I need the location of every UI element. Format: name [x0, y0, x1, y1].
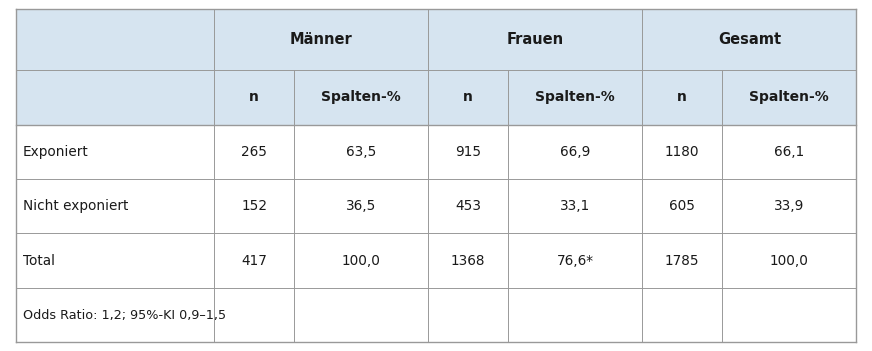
Text: 915: 915	[455, 145, 481, 159]
Text: 152: 152	[242, 199, 267, 213]
Text: 36,5: 36,5	[346, 199, 377, 213]
Text: 63,5: 63,5	[346, 145, 377, 159]
Text: Nicht exponiert: Nicht exponiert	[23, 199, 128, 213]
Text: Frauen: Frauen	[507, 32, 564, 47]
Text: 33,1: 33,1	[560, 199, 590, 213]
Text: 76,6*: 76,6*	[556, 254, 594, 267]
Text: Gesamt: Gesamt	[718, 32, 781, 47]
Text: Spalten-%: Spalten-%	[535, 91, 615, 104]
Text: 33,9: 33,9	[773, 199, 804, 213]
Text: 453: 453	[455, 199, 481, 213]
Text: Exponiert: Exponiert	[23, 145, 88, 159]
Text: 100,0: 100,0	[770, 254, 808, 267]
Text: 265: 265	[242, 145, 267, 159]
Text: 100,0: 100,0	[342, 254, 380, 267]
Text: Total: Total	[23, 254, 55, 267]
Text: 66,1: 66,1	[774, 145, 804, 159]
Text: 417: 417	[242, 254, 267, 267]
Text: n: n	[249, 91, 259, 104]
Text: n: n	[678, 91, 687, 104]
Bar	[16, 125, 856, 342]
Text: 66,9: 66,9	[560, 145, 590, 159]
Bar	[16, 9, 856, 125]
Text: Spalten-%: Spalten-%	[321, 91, 401, 104]
Text: n: n	[463, 91, 473, 104]
Text: 1785: 1785	[664, 254, 699, 267]
Text: 1368: 1368	[451, 254, 486, 267]
Text: Männer: Männer	[290, 32, 353, 47]
Text: 1180: 1180	[664, 145, 699, 159]
Text: Odds Ratio: 1,2; 95%-KI 0,9–1,5: Odds Ratio: 1,2; 95%-KI 0,9–1,5	[23, 309, 226, 322]
Text: Spalten-%: Spalten-%	[749, 91, 829, 104]
Text: 605: 605	[669, 199, 695, 213]
